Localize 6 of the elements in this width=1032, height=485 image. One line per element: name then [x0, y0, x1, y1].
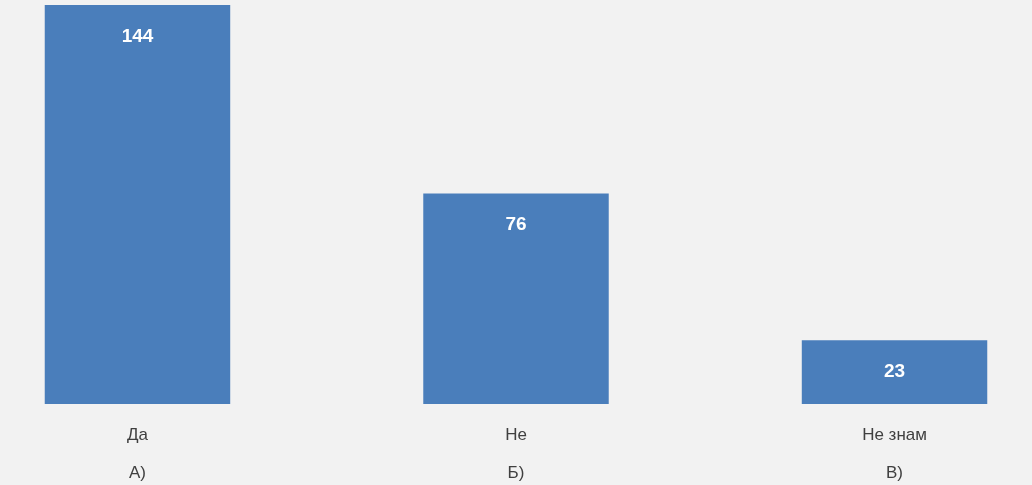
data-label: 144	[121, 25, 154, 46]
data-label: 76	[505, 213, 527, 235]
x-tick-label: Не знам В)	[862, 424, 927, 482]
x-tick-label: Не Б)	[505, 424, 527, 482]
x-tick-label: Да А)	[127, 424, 149, 482]
data-label: 23	[883, 360, 906, 382]
